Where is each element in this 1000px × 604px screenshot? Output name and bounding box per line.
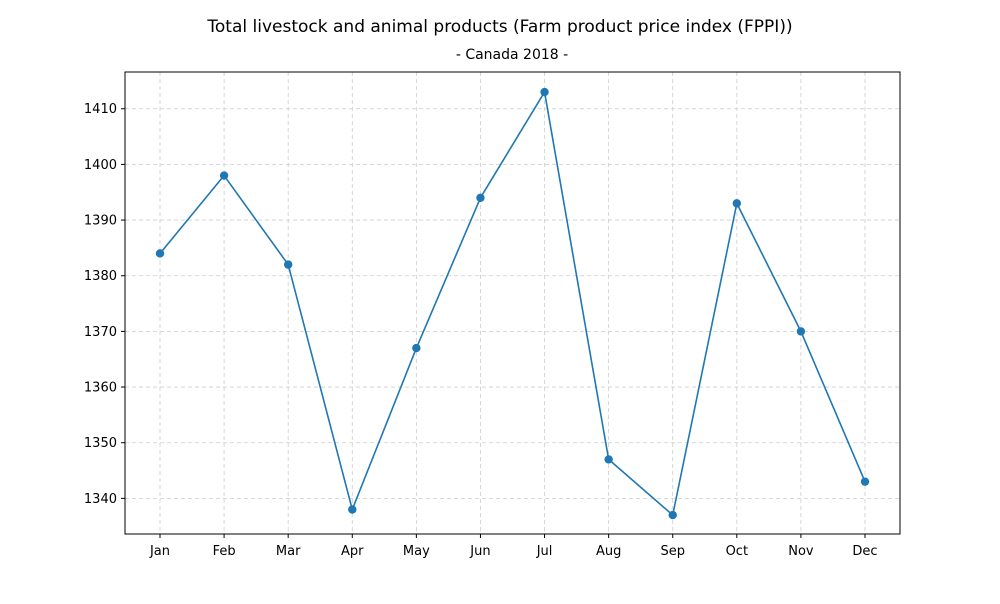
y-tick-label: 1380 bbox=[84, 269, 117, 284]
data-point bbox=[348, 505, 357, 514]
plot-area-frame bbox=[124, 71, 901, 535]
data-point bbox=[860, 477, 870, 486]
data-point bbox=[219, 171, 229, 180]
x-axis: Jan Feb Mar Apr May Jun Jul Aug Sep Oct Nov Dec bbox=[149, 534, 878, 559]
x-tick-label: Dec bbox=[852, 544, 877, 559]
grid bbox=[125, 72, 900, 534]
data-point bbox=[796, 327, 806, 336]
data-point bbox=[604, 455, 613, 464]
y-tick-label: 1360 bbox=[84, 381, 117, 396]
y-tick-label: 1400 bbox=[84, 158, 117, 173]
data-point bbox=[155, 249, 165, 258]
data-point bbox=[412, 343, 421, 353]
data-point bbox=[732, 199, 742, 208]
chart-title: Total livestock and animal products (Far… bbox=[206, 17, 792, 37]
series-layer bbox=[155, 87, 870, 520]
y-tick-label: 1340 bbox=[84, 492, 117, 507]
y-axis: 1340 1350 1360 1370 1380 1390 1400 1410 bbox=[84, 102, 125, 507]
x-tick-label: Oct bbox=[726, 544, 748, 559]
x-tick-label: Jan bbox=[149, 544, 170, 559]
x-tick-label: Jun bbox=[469, 544, 490, 559]
y-tick-label: 1350 bbox=[84, 436, 117, 451]
data-point bbox=[476, 193, 485, 202]
x-tick-label: Apr bbox=[341, 544, 364, 559]
x-tick-label: Feb bbox=[213, 544, 236, 559]
y-tick-label: 1410 bbox=[84, 102, 117, 117]
chart-subtitle: - Canada 2018 - bbox=[456, 47, 568, 63]
data-point bbox=[668, 510, 677, 520]
x-tick-label: May bbox=[403, 544, 430, 559]
x-tick-label: Sep bbox=[660, 544, 685, 559]
data-point bbox=[283, 260, 293, 269]
series-line bbox=[159, 91, 866, 516]
x-tick-label: Jul bbox=[536, 544, 553, 559]
x-tick-label: Mar bbox=[276, 544, 301, 559]
y-tick-label: 1370 bbox=[84, 325, 117, 340]
y-tick-label: 1390 bbox=[84, 214, 117, 229]
x-tick-label: Aug bbox=[596, 544, 621, 559]
x-tick-label: Nov bbox=[788, 544, 814, 559]
data-point bbox=[540, 87, 549, 97]
